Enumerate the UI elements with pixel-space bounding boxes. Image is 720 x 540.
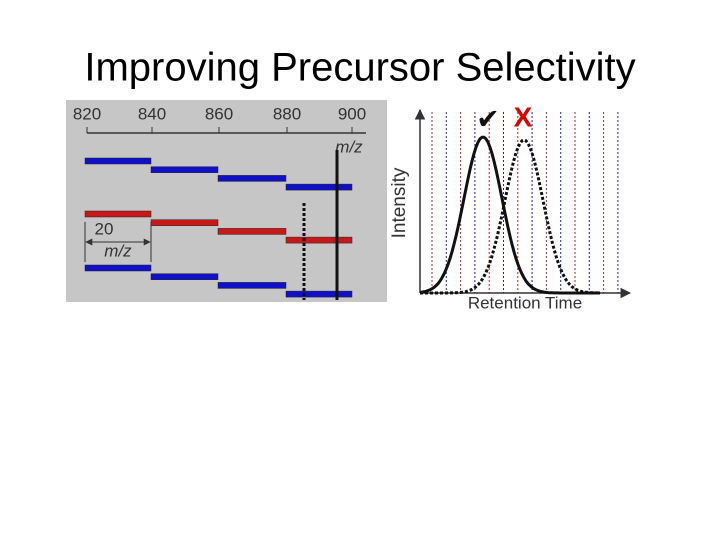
window-bar: [84, 264, 152, 272]
peak-selected: [419, 135, 600, 295]
tick-label: 880: [273, 104, 301, 123]
window-bar: [217, 282, 287, 289]
tick-label: 820: [73, 104, 101, 123]
x-label: Retention Time: [468, 293, 582, 312]
window-bar: [84, 210, 152, 218]
tick-label: 840: [138, 104, 166, 123]
right-panel: Intensity Retention Time ✔ X: [389, 101, 632, 312]
window-bar: [217, 175, 287, 182]
peak-interfering: [420, 138, 600, 295]
window-bar: [150, 166, 219, 173]
window-width: 20: [95, 219, 114, 238]
window-bar: [217, 228, 287, 235]
left-panel: 820 840 860 880 900 m/z 20 m/z: [66, 100, 387, 302]
window-bar: [285, 290, 353, 298]
window-bar: [285, 183, 353, 191]
window-bar: [84, 157, 152, 165]
window-bar: [150, 219, 219, 226]
check-mark: ✔: [476, 103, 499, 134]
axis-label: m/z: [335, 137, 363, 156]
window-bar: [150, 273, 219, 280]
tick-label: 860: [205, 104, 233, 123]
y-label: Intensity: [389, 167, 410, 238]
window-unit: m/z: [104, 241, 132, 260]
panel-bg: [66, 100, 387, 302]
window-bar: [285, 236, 353, 244]
title: Improving Precursor Selectivity: [84, 46, 635, 90]
tick-label: 900: [338, 104, 366, 123]
cross-mark: X: [514, 101, 533, 132]
